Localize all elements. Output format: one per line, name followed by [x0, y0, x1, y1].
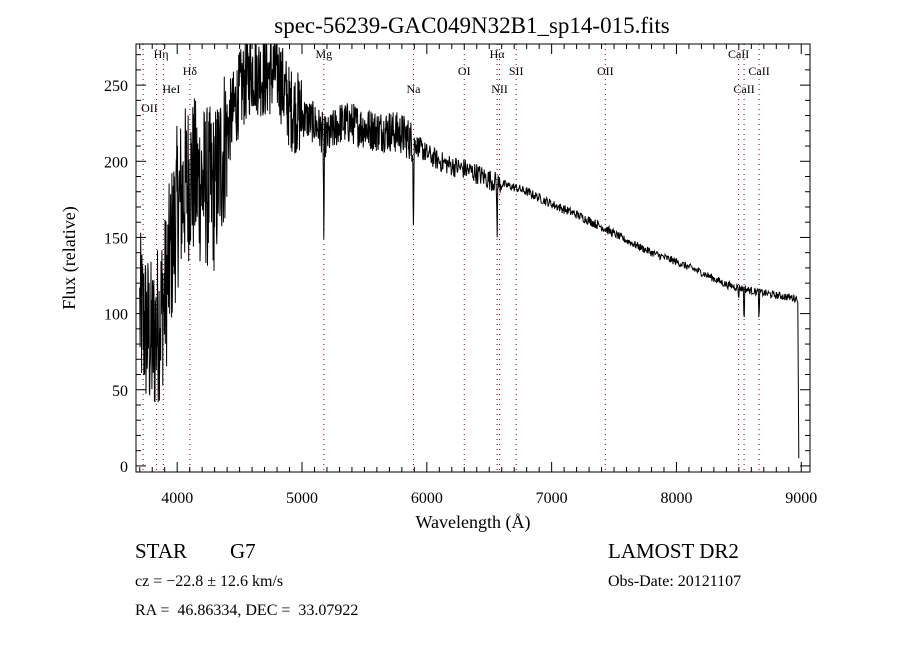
x-tick-label: 9000 — [785, 490, 817, 507]
survey-name: LAMOST DR2 — [608, 539, 739, 563]
line-marker-label: OII — [141, 101, 158, 115]
line-marker-label: NII — [491, 82, 508, 96]
line-marker-label: CaII — [748, 64, 769, 78]
line-marker-label: OI — [458, 64, 471, 78]
obs-date: Obs-Date: 20121107 — [608, 573, 742, 590]
y-tick-label: 200 — [104, 154, 128, 171]
x-tick-label: 5000 — [286, 490, 318, 507]
line-marker-label: HeI — [162, 82, 180, 96]
spectrum-line — [139, 43, 800, 459]
y-tick-label: 0 — [120, 459, 128, 476]
x-tick-label: 4000 — [161, 490, 193, 507]
object-subclass: G7 — [230, 539, 256, 563]
x-tick-label: 8000 — [660, 490, 692, 507]
line-marker-label: Hδ — [183, 64, 198, 78]
chart-title: spec-56239-GAC049N32B1_sp14-015.fits — [274, 13, 669, 38]
y-tick-label: 150 — [104, 230, 128, 247]
line-marker-label: Hα — [490, 47, 506, 61]
y-axis-label: Flux (relative) — [59, 206, 80, 309]
x-tick-label: 7000 — [536, 490, 568, 507]
line-marker-label: CaII — [733, 82, 754, 96]
coordinates-text: RA = 46.86334, DEC = 33.07922 — [135, 602, 359, 619]
x-axis-label: Wavelength (Å) — [415, 512, 530, 533]
redshift-text: cz = −22.8 ± 12.6 km/s — [135, 573, 284, 590]
x-tick-label: 6000 — [411, 490, 443, 507]
axis-ticks: 4000 5000 6000 7000 8000 9000 0 50 100 150 200 250 — [104, 44, 817, 507]
line-marker-label: OII — [597, 64, 614, 78]
plot-frame — [135, 43, 811, 473]
line-marker-label: CaII — [728, 47, 749, 61]
y-tick-label: 50 — [112, 383, 128, 400]
line-marker-label: Hη — [154, 47, 169, 61]
line-marker-label: Na — [406, 82, 421, 96]
object-class: STAR — [135, 539, 187, 563]
line-marker-label: SII — [509, 64, 524, 78]
y-tick-label: 250 — [104, 78, 128, 95]
y-tick-label: 100 — [104, 307, 128, 324]
line-marker-label: Mg — [316, 47, 333, 61]
